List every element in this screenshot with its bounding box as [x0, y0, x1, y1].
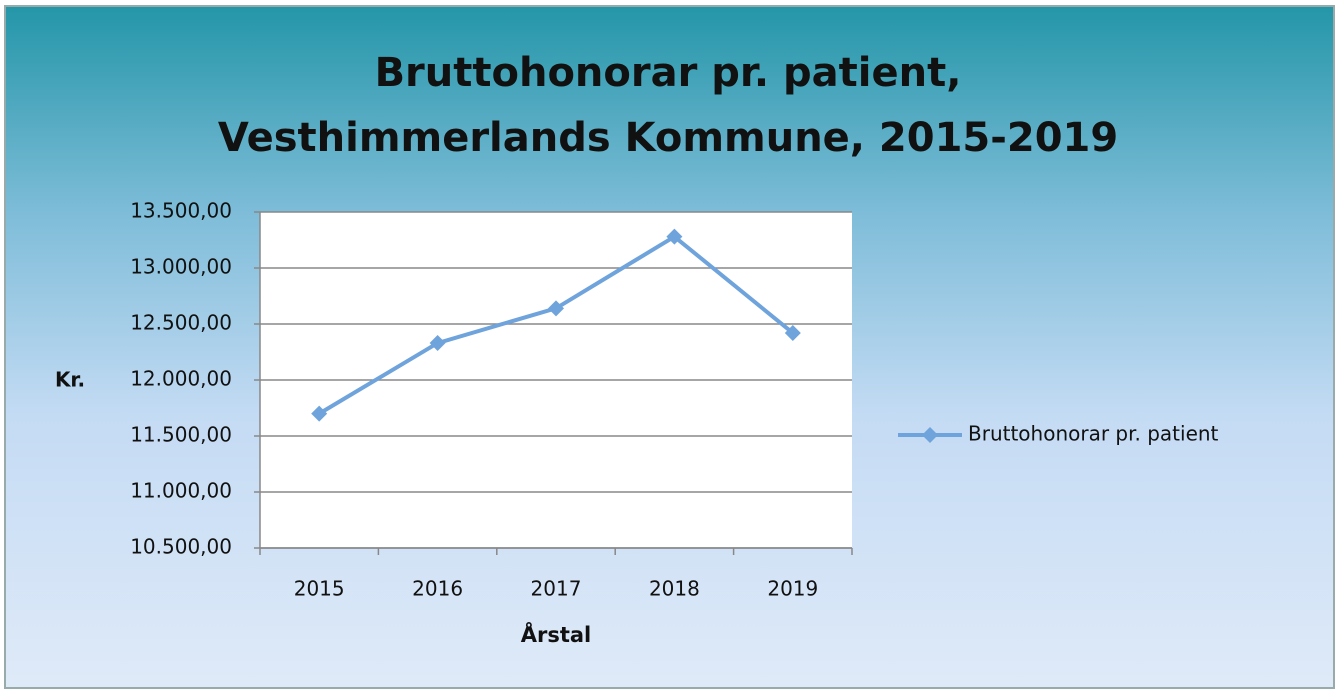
chart-title: Vesthimmerlands Kommune, 2015-2019	[218, 115, 1118, 161]
x-tick-label: 2015	[294, 577, 345, 601]
y-tick-label: 11.500,00	[130, 423, 232, 447]
y-tick-label: 10.500,00	[130, 535, 232, 559]
y-tick-label: 13.000,00	[130, 255, 232, 279]
chart-title: Bruttohonorar pr. patient,	[375, 50, 962, 96]
marker	[429, 335, 446, 352]
legend-marker	[922, 427, 938, 443]
x-tick-label: 2019	[767, 577, 818, 601]
legend-label: Bruttohonorar pr. patient	[968, 422, 1219, 446]
y-tick-label: 11.000,00	[130, 479, 232, 503]
y-axis-label: Kr.	[55, 368, 85, 392]
marker	[548, 300, 564, 317]
y-tick-label: 12.500,00	[130, 311, 232, 335]
y-tick-label: 13.500,00	[130, 199, 232, 223]
marker	[784, 324, 801, 341]
x-axis-label: Årstal	[521, 622, 592, 647]
y-tick-label: 12.000,00	[130, 367, 232, 391]
x-tick-label: 2016	[412, 577, 463, 601]
x-tick-label: 2018	[649, 577, 700, 601]
marker	[311, 405, 328, 422]
x-tick-label: 2017	[531, 577, 582, 601]
marker	[666, 228, 683, 245]
